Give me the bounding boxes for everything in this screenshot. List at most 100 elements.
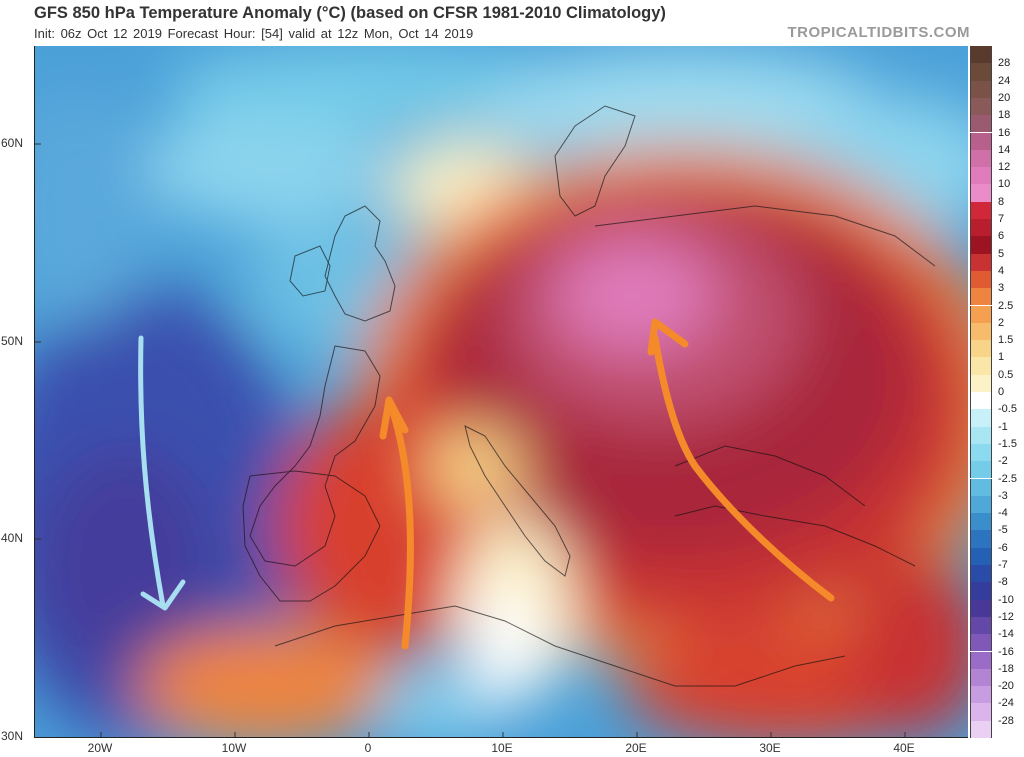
colorbar-swatch	[970, 184, 992, 202]
colorbar-entry: 20	[970, 92, 1024, 116]
colorbar-swatch	[970, 132, 992, 150]
colorbar-swatch	[970, 547, 992, 565]
colorbar-label: -18	[998, 662, 1014, 675]
colorbar-label: 5	[998, 247, 1005, 260]
colorbar-swatch	[970, 167, 992, 185]
colorbar-label: -2.5	[998, 472, 1017, 485]
colorbar-label: -14	[998, 628, 1014, 641]
colorbar-label: 18	[998, 109, 1011, 122]
lon-label-30e: 30E	[759, 741, 781, 755]
lat-label-60n: 60N	[1, 136, 24, 150]
map-header: GFS 850 hPa Temperature Anomaly (°C) (ba…	[0, 0, 1024, 46]
colorbar-swatch	[970, 115, 992, 133]
colorbar-swatch	[970, 599, 992, 617]
colorbar-label: 2.5	[998, 299, 1014, 312]
colorbar-label: -28	[998, 714, 1014, 727]
colorbar-entry: 14	[970, 144, 1024, 168]
colorbar-entry: -18	[970, 663, 1024, 687]
colorbar-label: -3	[998, 489, 1008, 502]
colorbar-label: 12	[998, 161, 1011, 174]
colorbar-label: 16	[998, 126, 1011, 139]
colorbar-entry: -8	[970, 576, 1024, 600]
colorbar-swatch	[970, 565, 992, 583]
colorbar-swatch	[970, 149, 992, 168]
colorbar-entry: -7	[970, 559, 1024, 583]
lat-label-40n: 40N	[1, 531, 24, 545]
colorbar-swatch	[970, 392, 992, 410]
colorbar-entry: 5	[970, 248, 1024, 271]
colorbar-entry: 16	[970, 127, 1024, 150]
colorbar-swatch	[970, 46, 992, 64]
colorbar-entry: 7	[970, 213, 1024, 237]
colorbar-swatch	[970, 236, 992, 254]
colorbar-entry: 18	[970, 109, 1024, 133]
colorbar-label: -5	[998, 524, 1008, 537]
colorbar-entry: -10	[970, 594, 1024, 617]
colorbar-entry: 10	[970, 178, 1024, 202]
colorbar-top-swatch	[970, 46, 1024, 64]
atlantic-cold-arrow	[138, 335, 166, 609]
colorbar-swatch	[970, 322, 992, 341]
italy-outline	[464, 425, 571, 577]
colorbar-swatch	[970, 478, 992, 496]
colorbar-swatch	[970, 219, 992, 237]
colorbar-legend: 28 24 20 18 16 14 12 10 8 7 6 5 4 3 2.5 2 1.5 1 0.5 0 -0.5 -1…	[970, 46, 1024, 738]
anomaly-map	[34, 46, 968, 738]
colorbar-swatch	[970, 513, 992, 531]
colorbar-entry: -1.5	[970, 438, 1024, 462]
ireland-outline	[289, 245, 331, 297]
colorbar-label: 28	[998, 57, 1011, 70]
colorbar-label: 2	[998, 316, 1005, 329]
colorbar-entry: -14	[970, 628, 1024, 652]
colorbar-swatch	[970, 270, 992, 289]
colorbar-entry: 2.5	[970, 300, 1024, 323]
colorbar-entry: 2	[970, 317, 1024, 341]
lon-label-10w: 10W	[221, 741, 247, 755]
lat-label-30n: 30N	[1, 729, 24, 743]
colorbar-swatch	[970, 720, 992, 738]
lon-label-0: 0	[364, 741, 372, 755]
colorbar-label: 3	[998, 282, 1005, 295]
colorbar-label: 6	[998, 230, 1005, 243]
colorbar-label: -20	[998, 680, 1014, 693]
atlantic-cold-arrowhead	[140, 579, 186, 611]
colorbar-swatch	[970, 63, 992, 81]
lon-label-20w: 20W	[87, 741, 113, 755]
anomaly-field	[35, 46, 968, 737]
colorbar-entry: 1	[970, 351, 1024, 375]
colorbar-swatch	[970, 530, 992, 548]
colorbar-swatch	[970, 426, 992, 444]
colorbar-label: 10	[998, 178, 1011, 191]
colorbar-swatch	[970, 582, 992, 600]
colorbar-label: -8	[998, 576, 1008, 589]
colorbar-swatch	[970, 357, 992, 375]
colorbar-entry: 4	[970, 265, 1024, 289]
colorbar-swatch	[970, 288, 992, 306]
colorbar-label: 24	[998, 74, 1011, 87]
axis-ticks	[35, 143, 906, 737]
colorbar-label: 1	[998, 351, 1005, 364]
north-africa-coast	[274, 605, 846, 687]
colorbar-entry: -12	[970, 611, 1024, 635]
colorbar-entry: 12	[970, 161, 1024, 185]
colorbar-entry: -28	[970, 715, 1024, 738]
balkan-warm-arrow	[651, 334, 835, 602]
baltic-coast	[594, 205, 936, 267]
black-sea-south-coast	[674, 505, 916, 567]
colorbar-entry: -4	[970, 507, 1024, 531]
brand-watermark: TROPICALTIDBITS.COM	[787, 24, 970, 41]
iberia-warm-arrow	[387, 402, 414, 650]
iberia-warm-arrowhead	[379, 396, 409, 440]
colorbar-entry: 6	[970, 230, 1024, 254]
colorbar-entry: -24	[970, 697, 1024, 721]
colorbar-label: 14	[998, 143, 1011, 156]
colorbar-entry: 0	[970, 386, 1024, 410]
colorbar-swatch	[970, 495, 992, 514]
colorbar-label: -7	[998, 559, 1008, 571]
colorbar-entry: 1.5	[970, 334, 1024, 358]
colorbar-entry: -6	[970, 542, 1024, 565]
colorbar-label: 20	[998, 91, 1011, 104]
colorbar-entry: 3	[970, 282, 1024, 306]
colorbar-label: 8	[998, 195, 1005, 208]
lon-label-20e: 20E	[625, 741, 647, 755]
